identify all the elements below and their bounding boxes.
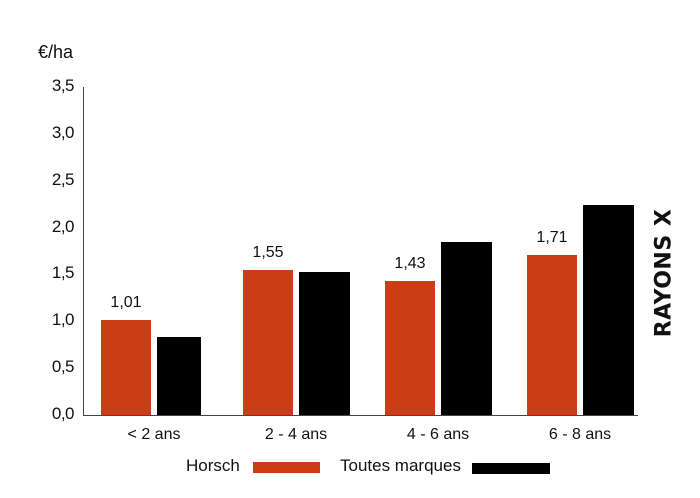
bar-value-label: 1,55 bbox=[252, 243, 284, 261]
bar-horsch bbox=[101, 320, 151, 415]
brand-logo: RAYONS X bbox=[651, 208, 677, 338]
legend-toutes-marques-label: Toutes marques bbox=[340, 456, 461, 475]
bar-horsch bbox=[243, 269, 293, 415]
legend-horsch-label: Horsch bbox=[186, 456, 240, 475]
bar-value-label: 1,01 bbox=[110, 294, 142, 312]
x-tick-label: 6 - 8 ans bbox=[548, 426, 612, 443]
legend-toutes-marques-swatch bbox=[472, 463, 550, 474]
y-tick-label: 3,5 bbox=[51, 76, 75, 95]
x-axis-line bbox=[83, 415, 638, 416]
bar-toutes-marques bbox=[299, 271, 350, 415]
bar-value-label: 1,43 bbox=[394, 254, 426, 272]
bar-value-label: 1,71 bbox=[536, 228, 568, 246]
y-tick-label: 0,5 bbox=[51, 357, 75, 377]
x-tick-label: < 2 ans bbox=[127, 426, 181, 443]
bar-toutes-marques bbox=[157, 337, 201, 415]
bar-toutes-marques bbox=[441, 241, 492, 415]
y-tick-label: 2,5 bbox=[51, 169, 75, 189]
y-axis-line bbox=[83, 87, 84, 416]
y-tick-label: 1,5 bbox=[51, 263, 75, 283]
x-tick-label: 4 - 6 ans bbox=[406, 426, 470, 443]
bar-horsch bbox=[527, 254, 577, 415]
bar-toutes-marques bbox=[583, 205, 634, 415]
x-tick-label: 2 - 4 ans bbox=[264, 426, 328, 443]
bar-horsch bbox=[385, 280, 435, 415]
y-tick-label: 1,0 bbox=[51, 310, 75, 330]
y-axis-unit: €/ha bbox=[38, 42, 74, 62]
y-tick-label: 2,0 bbox=[51, 216, 75, 236]
y-tick-label: 3,0 bbox=[51, 122, 75, 142]
legend-horsch-swatch bbox=[253, 462, 320, 473]
y-tick-label: 0,0 bbox=[51, 404, 75, 423]
